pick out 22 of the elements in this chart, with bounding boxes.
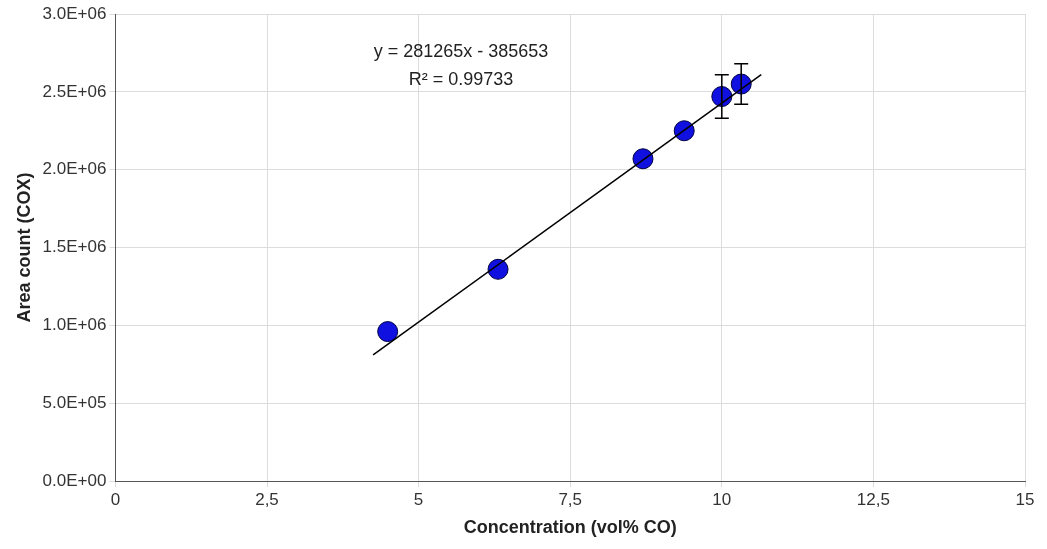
x-tick-label: 10 [712, 489, 732, 509]
point [377, 321, 399, 343]
y-axis-title: Area count (COX) [13, 172, 34, 323]
x-axis-title: Concentration (vol% CO) [463, 517, 677, 538]
x-tick-label: 2,5 [255, 489, 279, 509]
y-tick-label: 1.0E+06 [42, 315, 107, 335]
point [632, 148, 654, 170]
y-tick-label: 2.0E+06 [42, 159, 107, 179]
y-tick-label: 2.5E+06 [42, 81, 107, 101]
x-tick-label: 5 [413, 489, 424, 509]
y-tick-label: 3.0E+06 [42, 3, 107, 23]
x-tick-label: 15 [1015, 489, 1035, 509]
annotation: y = 281265x - 385653 [373, 40, 549, 61]
x-tick-label: 0 [110, 489, 121, 509]
point [487, 258, 509, 280]
y-tick-label: 1.5E+06 [42, 237, 107, 257]
x-tick-label: 7,5 [558, 489, 583, 509]
x-tick-label: 12,5 [856, 489, 890, 509]
y-tick-label: 0.0E+00 [42, 470, 107, 490]
annotation: R² = 0.99733 [408, 68, 514, 89]
y-tick-label: 5.0E+05 [42, 392, 107, 412]
point [673, 120, 695, 142]
